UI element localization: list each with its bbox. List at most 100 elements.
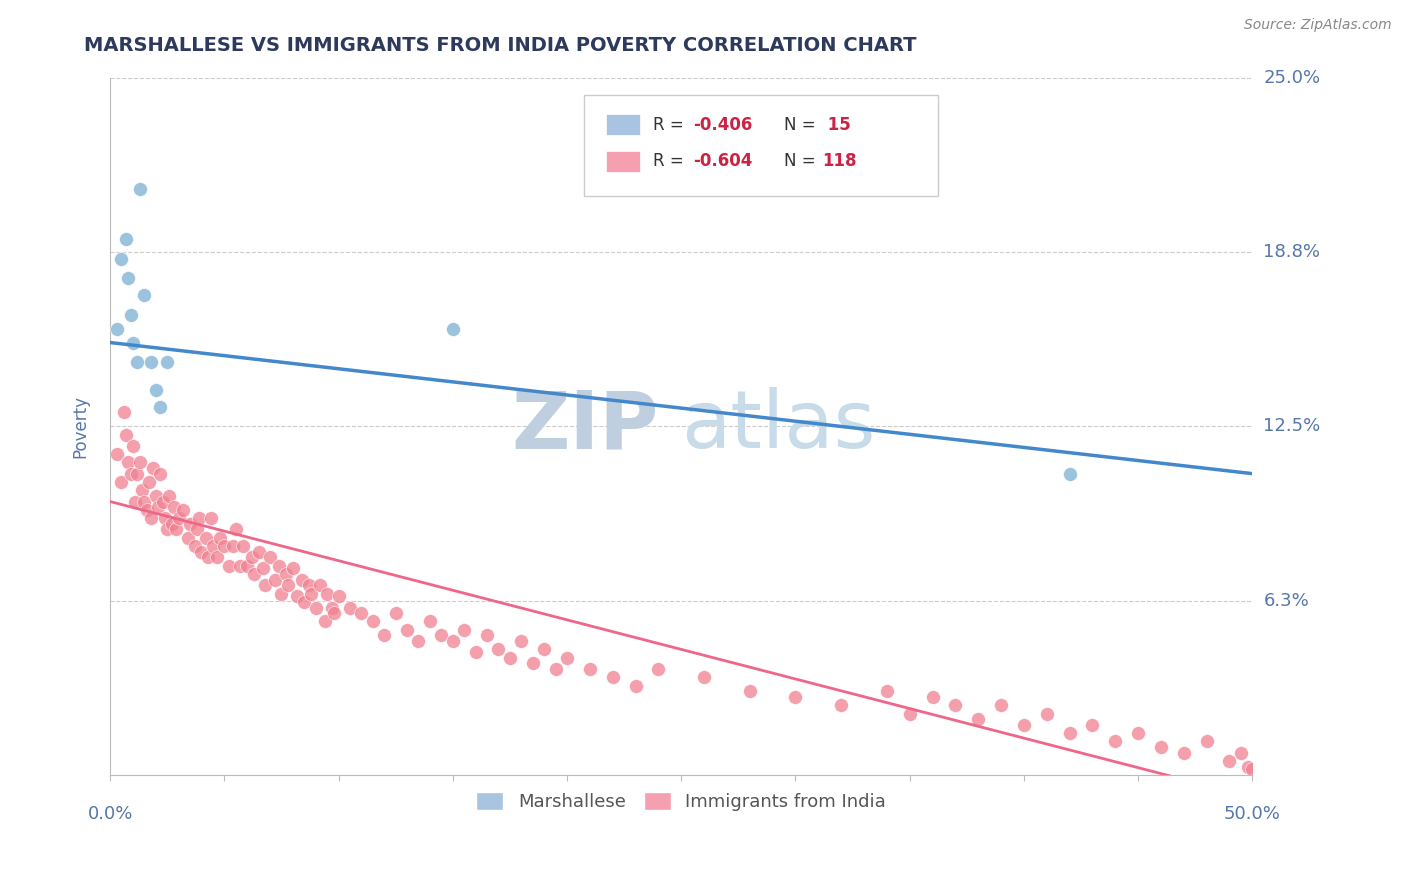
Text: 18.8%: 18.8% [1264, 243, 1320, 260]
Point [225, 523, 247, 537]
Point [309, 578, 332, 592]
Point [110, 252, 132, 266]
Point [201, 539, 224, 553]
Bar [606, 151, 640, 171]
Point [177, 531, 200, 545]
Point [1241, 762, 1264, 776]
Point [430, 628, 453, 642]
Text: R =: R = [652, 116, 689, 134]
Point [110, 475, 132, 489]
Text: -0.406: -0.406 [693, 116, 752, 134]
Text: ZIP: ZIP [512, 387, 658, 466]
Point [316, 586, 339, 600]
Point [122, 439, 145, 453]
Point [408, 634, 430, 648]
Point [145, 383, 167, 397]
Point [277, 578, 299, 592]
Point [120, 467, 142, 481]
Text: 25.0%: 25.0% [1264, 69, 1320, 87]
Text: R =: R = [652, 153, 689, 170]
Point [156, 355, 179, 369]
Point [135, 503, 157, 517]
Point [127, 467, 149, 481]
Point [247, 545, 270, 559]
Point [522, 657, 544, 671]
Point [647, 662, 669, 676]
Point [229, 558, 252, 573]
Text: Source: ZipAtlas.com: Source: ZipAtlas.com [1244, 18, 1392, 32]
Point [117, 271, 139, 285]
Point [128, 455, 150, 469]
Point [131, 483, 153, 498]
Point [533, 642, 555, 657]
Point [1150, 739, 1173, 754]
Point [156, 523, 179, 537]
Point [232, 539, 254, 553]
Text: 118: 118 [821, 153, 856, 170]
Point [163, 500, 186, 515]
Point [243, 567, 266, 582]
Point [419, 615, 441, 629]
Point [214, 539, 236, 553]
Point [124, 494, 146, 508]
Point [179, 516, 201, 531]
Point [153, 511, 176, 525]
Point [141, 355, 163, 369]
Text: 50.0%: 50.0% [1223, 805, 1281, 823]
Point [943, 698, 966, 713]
Point [141, 511, 163, 525]
Point [441, 321, 464, 335]
Point [602, 670, 624, 684]
Text: N =: N = [785, 153, 821, 170]
Point [149, 467, 172, 481]
Legend: Marshallese, Immigrants from India: Marshallese, Immigrants from India [470, 784, 893, 818]
Point [188, 511, 211, 525]
Point [134, 288, 156, 302]
Point [830, 698, 852, 713]
Point [274, 567, 297, 582]
Point [298, 578, 321, 592]
Point [122, 335, 145, 350]
Bar [606, 114, 640, 136]
Point [105, 321, 128, 335]
Point [350, 606, 373, 620]
Point [183, 539, 205, 553]
Point [197, 550, 219, 565]
Point [115, 232, 138, 246]
Text: 6.3%: 6.3% [1264, 591, 1309, 609]
Point [1195, 734, 1218, 748]
Point [510, 634, 533, 648]
Point [921, 690, 943, 704]
Point [361, 615, 384, 629]
Point [1173, 746, 1195, 760]
Point [1081, 717, 1104, 731]
Point [134, 494, 156, 508]
Text: 0.0%: 0.0% [87, 805, 132, 823]
Point [287, 590, 309, 604]
Point [190, 545, 212, 559]
Point [328, 590, 350, 604]
Point [339, 600, 361, 615]
Point [252, 561, 274, 575]
Point [120, 308, 142, 322]
Point [254, 578, 277, 592]
Point [115, 427, 138, 442]
Point [195, 531, 218, 545]
Point [384, 606, 406, 620]
Point [488, 642, 510, 657]
Point [475, 628, 498, 642]
Text: atlas: atlas [681, 387, 876, 466]
Point [876, 684, 898, 698]
Point [1236, 759, 1258, 773]
Point [152, 494, 174, 508]
Point [128, 182, 150, 196]
Point [1059, 467, 1081, 481]
Point [967, 712, 990, 726]
Text: 15: 15 [821, 116, 851, 134]
Point [218, 558, 240, 573]
Point [693, 670, 716, 684]
Point [464, 645, 486, 659]
Point [499, 650, 522, 665]
Point [146, 500, 169, 515]
Point [149, 400, 172, 414]
